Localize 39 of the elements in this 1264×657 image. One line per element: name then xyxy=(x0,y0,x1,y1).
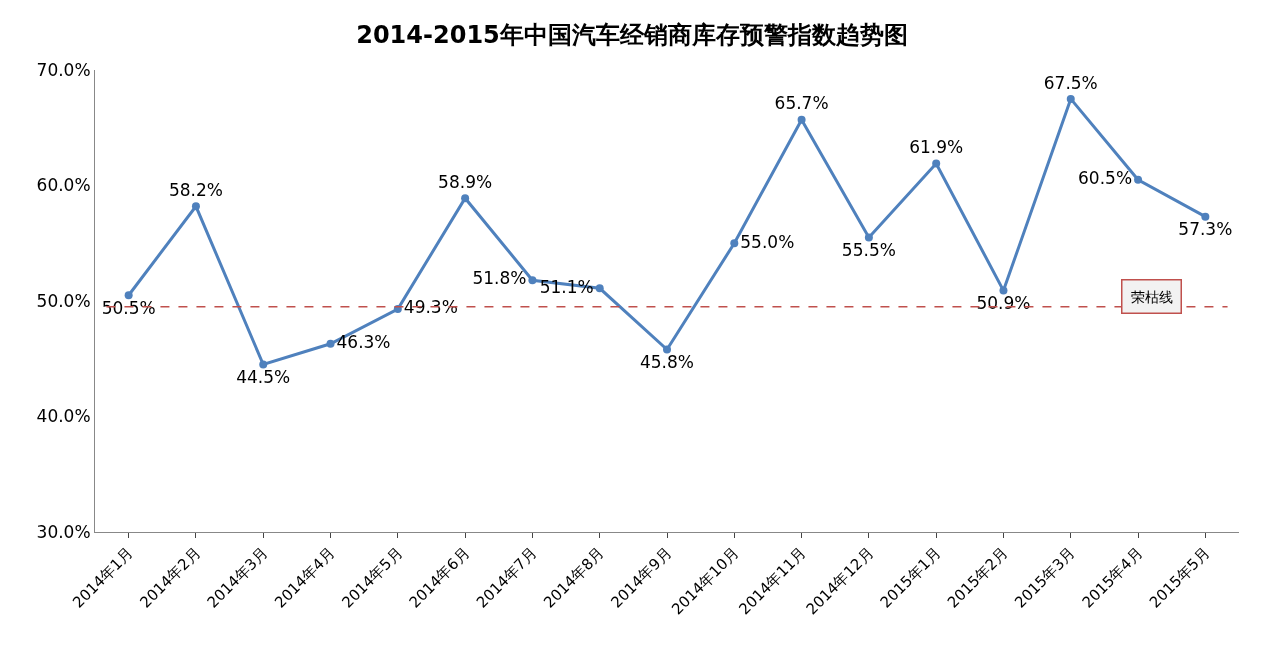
point xyxy=(124,291,133,300)
data-label: 49.3% xyxy=(403,297,458,318)
y-tick-label: 40.0% xyxy=(36,406,91,427)
data-label: 51.8% xyxy=(472,268,527,289)
point xyxy=(326,339,335,348)
data-label: 60.5% xyxy=(1078,167,1133,188)
data-label: 61.9% xyxy=(909,137,964,158)
data-label: 44.5% xyxy=(236,367,291,388)
y-tick-label: 30.0% xyxy=(36,521,91,542)
data-label: 58.2% xyxy=(168,180,223,201)
data-label: 65.7% xyxy=(774,93,829,114)
data-label: 55.5% xyxy=(841,240,896,261)
data-label: 50.5% xyxy=(101,297,156,318)
point xyxy=(528,276,537,285)
point xyxy=(797,115,806,124)
data-label: 58.9% xyxy=(438,171,493,192)
data-label: 57.3% xyxy=(1178,219,1233,240)
point xyxy=(595,284,604,293)
point xyxy=(1201,212,1210,221)
chart-title: 2014-2015年中国汽车经销商库存预警指数趋势图 xyxy=(356,21,908,50)
point xyxy=(663,345,671,354)
point xyxy=(1066,94,1075,103)
point xyxy=(999,286,1008,295)
point xyxy=(932,159,941,168)
y-tick-label: 60.0% xyxy=(36,175,91,196)
point xyxy=(1134,175,1143,184)
point xyxy=(461,194,470,203)
point xyxy=(259,360,268,369)
data-label: 45.8% xyxy=(639,352,695,373)
data-label: 46.3% xyxy=(336,331,391,352)
data-label: 50.9% xyxy=(976,293,1031,314)
point xyxy=(730,239,739,248)
point xyxy=(864,233,873,242)
data-label: 67.5% xyxy=(1043,72,1098,93)
ref-line-label: 荣枯线 xyxy=(1130,288,1173,305)
y-tick-label: 50.0% xyxy=(36,290,91,311)
point xyxy=(191,202,200,211)
data-label: 55.0% xyxy=(740,231,795,252)
y-tick-label: 70.0% xyxy=(36,59,91,80)
